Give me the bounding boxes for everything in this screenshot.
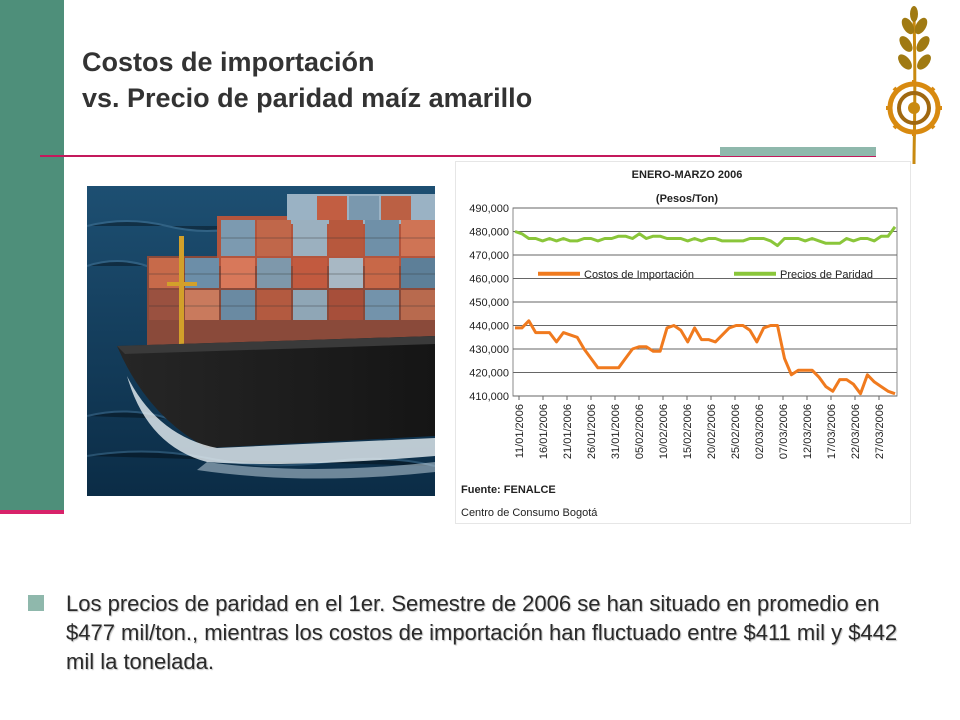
title-line-2: vs. Precio de paridad maíz amarillo: [82, 83, 533, 113]
x-tick-label: 11/01/2006: [514, 404, 526, 458]
grid-lines: [513, 207, 897, 397]
x-tick-label: 27/03/2006: [874, 404, 886, 459]
series-line-1: [514, 225, 897, 248]
chart-source: Fuente: FENALCE: [461, 484, 556, 496]
bullet-item: Los precios de paridad en el 1er. Semest…: [28, 589, 908, 676]
y-tick-label: 460,000: [469, 274, 509, 286]
x-tick-label: 12/03/2006: [802, 404, 814, 459]
x-tick-label: 15/02/2006: [682, 404, 694, 459]
x-tick-label: 25/02/2006: [730, 404, 742, 459]
y-tick-label: 430,000: [469, 344, 509, 356]
container-ship-image: [87, 186, 435, 496]
price-line-chart: ENERO-MARZO 2006 (Pesos/Ton) 490,000 480,…: [455, 161, 911, 524]
series-line-0: [515, 319, 896, 396]
x-tick-label: 10/02/2006: [658, 404, 670, 459]
slide-title: Costos de importación vs. Precio de pari…: [82, 44, 532, 116]
x-tick-label: 20/02/2006: [706, 404, 718, 459]
x-tick-label: 22/03/2006: [850, 404, 862, 459]
title-line-1: Costos de importación: [82, 47, 375, 77]
legend-label-1: Precios de Paridad: [780, 269, 873, 281]
x-tick-label: 21/01/2006: [562, 404, 574, 459]
y-tick-label: 440,000: [469, 321, 509, 333]
y-tick-label: 490,000: [469, 203, 509, 215]
y-axis-ticks: 490,000 480,000 470,000 460,000 450,000 440,0…: [469, 203, 509, 403]
bullet-square-icon: [28, 595, 44, 611]
x-tick-label: 16/01/2006: [538, 404, 550, 459]
chart-title: ENERO-MARZO 2006: [632, 169, 743, 181]
y-tick-label: 450,000: [469, 297, 509, 309]
title-divider-accent: [720, 147, 876, 156]
x-tick-label: 17/03/2006: [826, 404, 838, 459]
x-tick-label: 05/02/2006: [634, 404, 646, 459]
chart-canvas: ENERO-MARZO 2006 (Pesos/Ton) 490,000 480,…: [461, 169, 898, 519]
x-tick-label: 02/03/2006: [754, 404, 766, 459]
chart-note: Centro de Consumo Bogotá: [461, 507, 598, 519]
bullet-text: Los precios de paridad en el 1er. Semest…: [66, 591, 898, 674]
x-axis-ticks: 11/01/2006 16/01/2006 21/01/2006 26/01/2006…: [514, 396, 886, 459]
y-tick-label: 410,000: [469, 391, 509, 403]
y-tick-label: 480,000: [469, 227, 509, 239]
x-tick-label: 31/01/2006: [610, 404, 622, 459]
side-accent-line: [0, 510, 64, 514]
chart-legend: Costos de Importación Precios de Paridad: [538, 269, 873, 281]
wheat-gear-logo-icon: [886, 6, 942, 164]
chart-subtitle: (Pesos/Ton): [656, 193, 718, 205]
series-lines: [514, 225, 897, 396]
legend-label-0: Costos de Importación: [584, 269, 694, 281]
x-tick-label: 26/01/2006: [586, 404, 598, 459]
title-divider: [40, 155, 876, 157]
x-tick-label: 07/03/2006: [778, 404, 790, 459]
y-tick-label: 470,000: [469, 250, 509, 262]
side-bar: [0, 0, 64, 512]
y-tick-label: 420,000: [469, 368, 509, 380]
